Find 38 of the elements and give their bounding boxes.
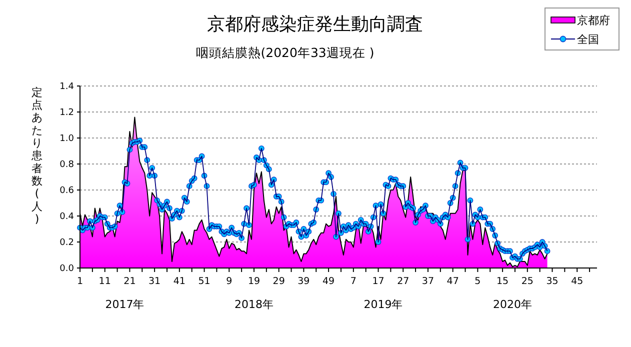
x-tick-label: 29: [272, 276, 285, 287]
x-tick-label: 45: [571, 276, 584, 287]
x-tick-label: 31: [148, 276, 161, 287]
y-tick-label: 0.2: [60, 238, 74, 248]
x-tick-label: 9: [226, 276, 232, 287]
x-tick-label: 1: [76, 276, 84, 287]
x-tick-label: 39: [298, 276, 310, 287]
x-tick-label: 19: [248, 276, 260, 287]
y-tick-label: 0.4: [60, 212, 74, 222]
x-tick-label: 21: [124, 276, 136, 287]
x-tick-label: 17: [372, 276, 384, 287]
x-tick-label: 11: [98, 276, 111, 287]
y-tick-label: 1.2: [60, 108, 74, 118]
y-tick-label: 0.6: [60, 186, 74, 196]
y-tick-label: 0.0: [60, 264, 74, 274]
text: 2018年: [234, 298, 274, 311]
legend-label: 京都府: [577, 14, 610, 27]
x-tick-label: 35: [546, 276, 558, 287]
legend-label: 全国: [577, 32, 599, 46]
x-tick-label: 27: [397, 276, 410, 287]
y-tick-label: 1.0: [60, 134, 74, 144]
x-tick-label: 37: [422, 276, 434, 287]
x-tick-label: 47: [446, 276, 459, 287]
text: 2019年: [364, 298, 403, 311]
x-tick-label: 25: [521, 276, 534, 287]
y-tick-label: 1.4: [60, 82, 74, 92]
x-tick-label: 41: [173, 276, 186, 287]
chart-subtitle: 咽頭結膜熱(2020年33週現在 ): [196, 45, 374, 60]
text: 定点あたり患者数(人): [32, 86, 42, 226]
x-tick-label: 51: [198, 276, 210, 287]
text: 2020年: [492, 298, 532, 311]
x-tick-label: 7: [350, 276, 356, 287]
x-tick-label: 49: [322, 276, 335, 287]
y-tick-label: 0.8: [60, 160, 74, 170]
x-tick-label: 15: [496, 276, 509, 287]
chart-title: 京都府感染症発生動向調査: [207, 14, 423, 35]
x-tick-label: 5: [474, 276, 481, 287]
text: 2017年: [105, 298, 144, 311]
